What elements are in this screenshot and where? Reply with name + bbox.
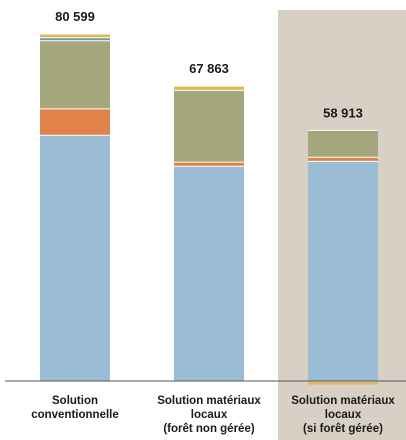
category-label-0-line-0: Solution <box>52 395 98 407</box>
category-label-2-line-1: locaux <box>325 409 362 421</box>
bar-segment-1-4 <box>174 86 244 91</box>
bars-group <box>40 33 378 385</box>
category-labels-group: Solution conventionnelle Solution matériau… <box>31 395 395 435</box>
bar-segment-0-2 <box>40 40 110 109</box>
bar-segment-1-2 <box>174 90 244 163</box>
category-label-1-line-1: locaux <box>191 409 228 421</box>
bar-segment-0-3 <box>40 37 110 41</box>
total-label-1: 67 863 <box>189 61 229 76</box>
category-label-2-line-2: (si forêt gérée) <box>303 423 383 435</box>
bar-segment-0-1 <box>40 108 110 136</box>
bar-segment-1-0 <box>174 166 244 381</box>
totals-group: 80 599 67 863 58 913 <box>55 9 363 120</box>
bar-segment-0-0 <box>40 135 110 381</box>
bar-negative-segment-2-0 <box>308 382 378 385</box>
bar-segment-2-0 <box>308 161 378 381</box>
bar-segment-0-4 <box>40 33 110 38</box>
category-label-2-line-0: Solution matériaux <box>291 395 395 407</box>
bar-segment-1-1 <box>174 162 244 167</box>
category-label-0-line-1: conventionnelle <box>31 409 119 421</box>
category-label-1-line-2: (forêt non gérée) <box>163 423 255 435</box>
category-label-1-line-0: Solution matériaux <box>157 395 261 407</box>
total-label-2: 58 913 <box>323 105 363 120</box>
bar-segment-2-1 <box>308 157 378 162</box>
bar-segment-2-2 <box>308 130 378 158</box>
total-label-0: 80 599 <box>55 9 95 24</box>
